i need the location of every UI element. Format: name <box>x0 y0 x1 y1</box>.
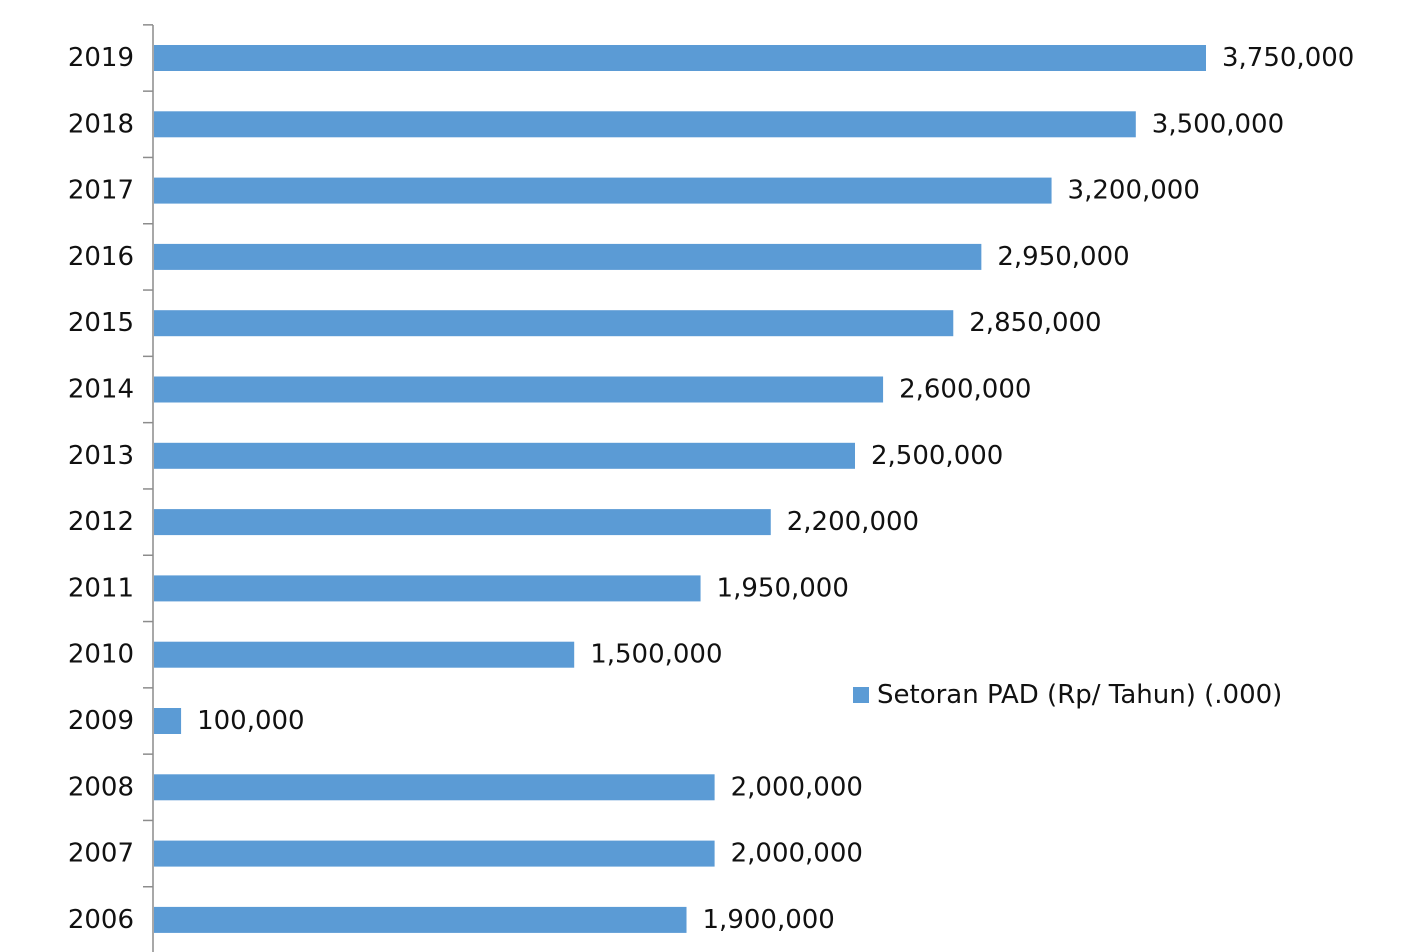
category-label-2013: 2013 <box>68 441 134 471</box>
bar-2018 <box>154 111 1136 138</box>
category-label-2012: 2012 <box>68 507 134 537</box>
data-label-2019: 3,750,000 <box>1222 43 1354 73</box>
category-label-2010: 2010 <box>68 640 134 670</box>
category-label-2009: 2009 <box>68 706 134 736</box>
data-label-2017: 3,200,000 <box>1068 176 1200 206</box>
bar-2016 <box>154 243 982 270</box>
category-label-2017: 2017 <box>68 176 134 206</box>
bar-2009 <box>154 708 182 734</box>
category-label-2006: 2006 <box>68 905 134 935</box>
category-label-2016: 2016 <box>68 242 134 272</box>
bar-2008 <box>154 774 715 801</box>
bar-2006 <box>154 906 687 933</box>
legend-label: Setoran PAD (Rp/ Tahun) (.000) <box>877 680 1282 710</box>
bar-2010 <box>154 641 575 668</box>
category-label-2014: 2014 <box>68 375 134 405</box>
category-labels-group: 2006 2007 2008 2009 2010 2011 2012 2013 2014 2015… <box>68 43 134 935</box>
data-label-2016: 2,950,000 <box>997 242 1129 272</box>
data-label-2018: 3,500,000 <box>1152 109 1284 139</box>
data-label-2013: 2,500,000 <box>871 441 1003 471</box>
category-label-2007: 2007 <box>68 839 134 869</box>
category-label-2015: 2015 <box>68 308 134 338</box>
data-label-2012: 2,200,000 <box>787 507 919 537</box>
category-label-2008: 2008 <box>68 772 134 802</box>
bar-2015 <box>154 310 954 337</box>
bar-2014 <box>154 376 884 403</box>
data-label-2007: 2,000,000 <box>731 839 863 869</box>
data-label-2011: 1,950,000 <box>717 573 849 603</box>
data-label-2014: 2,600,000 <box>899 375 1031 405</box>
bar-2011 <box>154 575 701 602</box>
category-label-2011: 2011 <box>68 573 134 603</box>
category-label-2018: 2018 <box>68 109 134 139</box>
data-label-2006: 1,900,000 <box>703 905 835 935</box>
data-label-2009: 100,000 <box>197 706 305 736</box>
bar-2019 <box>154 45 1206 71</box>
data-label-2015: 2,850,000 <box>969 308 1101 338</box>
legend-swatch <box>853 687 869 703</box>
data-label-2008: 2,000,000 <box>731 772 863 802</box>
bar-2017 <box>154 177 1052 204</box>
data-label-2010: 1,500,000 <box>590 640 722 670</box>
bars-group <box>154 45 1206 933</box>
bar-2007 <box>154 840 715 867</box>
legend: Setoran PAD (Rp/ Tahun) (.000) <box>853 680 1282 710</box>
bar-2013 <box>154 442 855 469</box>
bar-2012 <box>154 509 771 536</box>
value-labels-group: 1,900,000 2,000,000 2,000,000 100,000 1,500,… <box>197 43 1354 935</box>
y-axis <box>143 24 154 952</box>
category-label-2019: 2019 <box>68 43 134 73</box>
